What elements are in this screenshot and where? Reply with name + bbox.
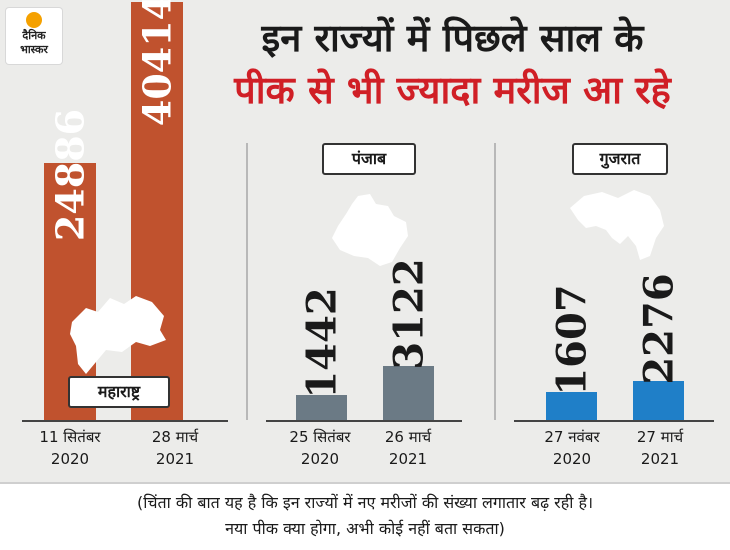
x-label-gujarat-1: 27 मार्च 2021 [636, 428, 684, 468]
logo-text-line2: भास्कर [20, 43, 48, 56]
x-label-maharashtra-1: 28 मार्च 2021 [151, 428, 199, 468]
state-label-punjab: पंजाब [322, 143, 416, 175]
bar-punjab-2020 [296, 395, 347, 420]
state-label-maharashtra: महाराष्ट्र [68, 376, 170, 408]
maharashtra-map-icon [70, 296, 166, 374]
baseline-punjab [266, 420, 462, 422]
bar-maharashtra-2021 [131, 2, 183, 420]
sun-icon [26, 12, 42, 28]
x-label-maharashtra-0: 11 सितंबर 2020 [39, 428, 101, 468]
headline-line1: इन राज्यों में पिछले साल के [261, 16, 644, 60]
logo-text-line1: दैनिक [22, 29, 46, 42]
bar-value-gujarat-2020: 1607 [548, 284, 595, 396]
bar-gujarat-2021 [633, 381, 684, 420]
bar-value-maharashtra-2021: 40414 [134, 0, 180, 127]
x-label-gujarat-0: 27 नवंबर 2020 [544, 428, 600, 468]
panel-separator-right [494, 143, 496, 420]
bar-value-gujarat-2021: 2276 [635, 273, 682, 385]
gujarat-map-icon [570, 190, 664, 260]
state-label-gujarat: गुजरात [572, 143, 668, 175]
bar-value-punjab-2020: 1442 [298, 287, 345, 399]
headline-line2: पीक से भी ज्यादा मरीज आ रहे [234, 68, 671, 112]
dainik-bhaskar-logo: दैनिक भास्कर [6, 8, 62, 64]
x-label-punjab-1: 26 मार्च 2021 [384, 428, 432, 468]
footer-note: (चिंता की बात यह है कि इन राज्यों में नए… [0, 482, 730, 550]
baseline-maharashtra [22, 420, 228, 422]
punjab-map-icon [332, 194, 408, 266]
bar-gujarat-2020 [546, 392, 597, 420]
bar-value-maharashtra-2020: 24886 [47, 108, 93, 242]
footer-note-line1: (चिंता की बात यह है कि इन राज्यों में नए… [136, 493, 594, 512]
panel-separator-left [246, 143, 248, 420]
x-label-punjab-0: 25 सितंबर 2020 [289, 428, 351, 468]
footer-note-line2: नया पीक क्या होगा, अभी कोई नहीं बता सकता… [225, 519, 505, 538]
bar-value-punjab-2021: 3122 [385, 258, 432, 370]
baseline-gujarat [514, 420, 714, 422]
bar-punjab-2021 [383, 366, 434, 420]
